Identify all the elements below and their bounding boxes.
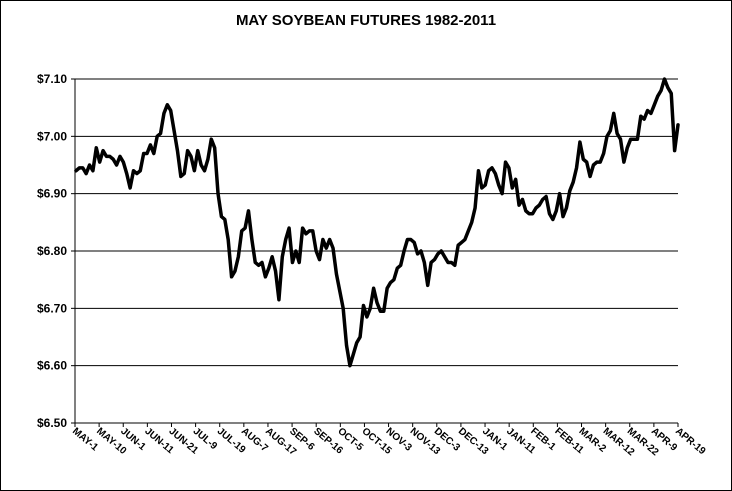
y-tick-label: $6.80 [37, 244, 67, 258]
x-tick-label: APR-19 [673, 426, 708, 458]
chart-title: MAY SOYBEAN FUTURES 1982-2011 [236, 12, 496, 29]
y-tick-label: $7.10 [37, 72, 67, 86]
y-tick-label: $7.00 [37, 129, 67, 143]
y-axis-tick-labels: $6.50 $6.60 $6.70 $6.80 $6.90 $7.00 $7.10 [37, 72, 67, 430]
y-tick-label: $6.60 [37, 359, 67, 373]
y-tick-label: $6.90 [37, 187, 67, 201]
series-line [74, 77, 680, 368]
y-tick-label: $6.50 [37, 416, 67, 430]
x-axis-tick-labels: MAY-1MAY-10JUN-1JUN-11JUN-21JUL-9JUL-19A… [70, 423, 708, 459]
y-tick-label: $6.70 [37, 301, 67, 315]
x-tick-label: MAY-1 [70, 426, 100, 454]
